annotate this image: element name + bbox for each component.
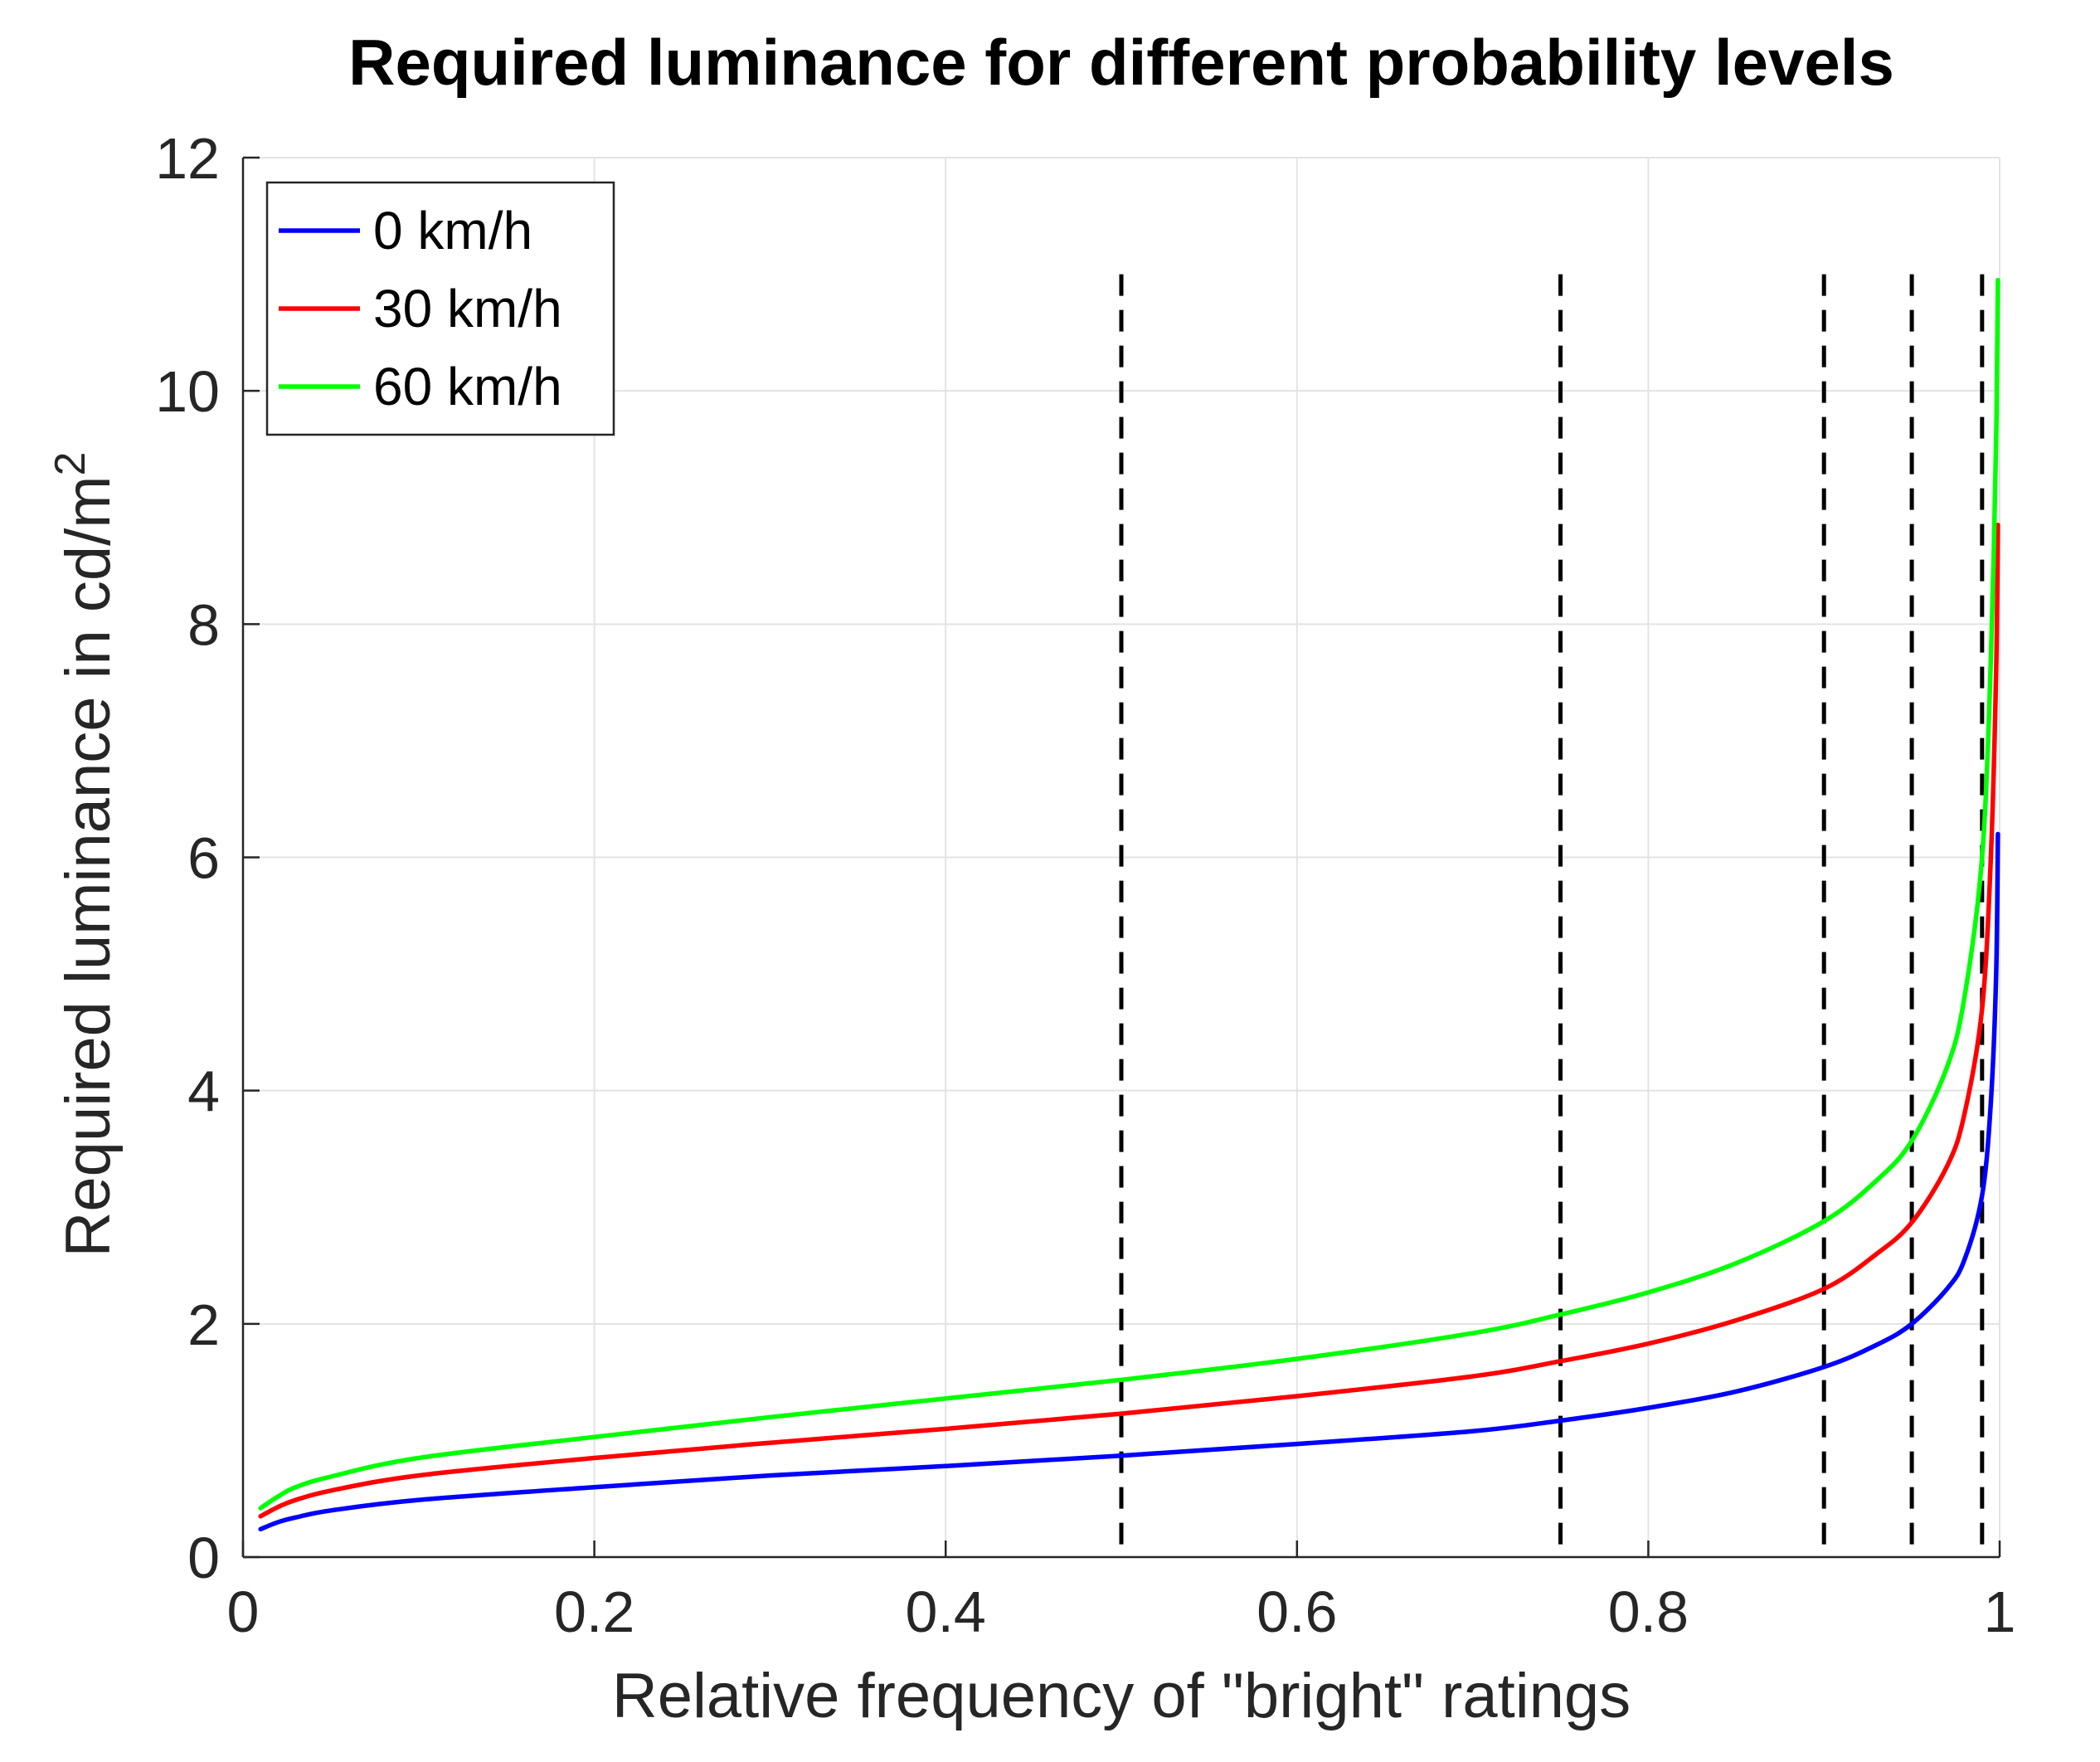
y-axis-label-main: Required luminance in cd/m bbox=[53, 475, 124, 1257]
x-tick-label: 1 bbox=[1984, 1579, 2016, 1644]
series-line-0-km-h bbox=[258, 831, 2000, 1532]
chart-title: Required luminance for different probabi… bbox=[348, 26, 1894, 99]
series-line-30-km-h bbox=[258, 523, 2000, 1519]
y-tick-label: 4 bbox=[187, 1059, 220, 1124]
x-axis-label: Relative frequency of "bright" ratings bbox=[612, 1661, 1631, 1731]
x-tick-label: 0 bbox=[227, 1579, 260, 1644]
axes bbox=[241, 156, 2001, 1559]
y-tick-label: 0 bbox=[187, 1526, 220, 1590]
legend-label: 60 km/h bbox=[373, 357, 562, 416]
y-axis-label: Required luminance in cd/m2 bbox=[46, 452, 124, 1258]
y-tick-label: 12 bbox=[155, 126, 220, 191]
series-lines bbox=[258, 277, 2000, 1532]
x-tick-label: 0.8 bbox=[1608, 1579, 1689, 1644]
series-line-60-km-h bbox=[258, 277, 2000, 1511]
x-tick-label: 0.4 bbox=[906, 1579, 986, 1644]
y-tick-label: 6 bbox=[187, 826, 220, 891]
legend-label: 30 km/h bbox=[373, 279, 562, 338]
y-axis-label-superscript: 2 bbox=[46, 452, 95, 476]
legend: 0 km/h 30 km/h 60 km/h bbox=[265, 181, 615, 436]
x-tick-label: 0.2 bbox=[554, 1579, 634, 1644]
y-tick-label: 10 bbox=[155, 359, 220, 424]
y-tick-label: 8 bbox=[187, 592, 220, 657]
x-tick-label: 0.6 bbox=[1257, 1579, 1337, 1644]
y-tick-label: 2 bbox=[187, 1292, 220, 1357]
legend-label: 0 km/h bbox=[373, 201, 532, 260]
